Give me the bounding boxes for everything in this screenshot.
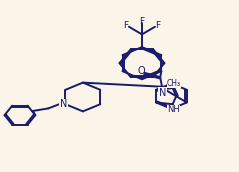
Text: F: F [123, 21, 128, 30]
Text: NH: NH [168, 105, 180, 114]
Text: CH₃: CH₃ [167, 79, 181, 88]
Text: O: O [137, 66, 145, 76]
Text: F: F [139, 17, 145, 26]
Text: N: N [159, 88, 166, 98]
Text: N: N [60, 99, 67, 109]
Text: F: F [155, 21, 161, 30]
